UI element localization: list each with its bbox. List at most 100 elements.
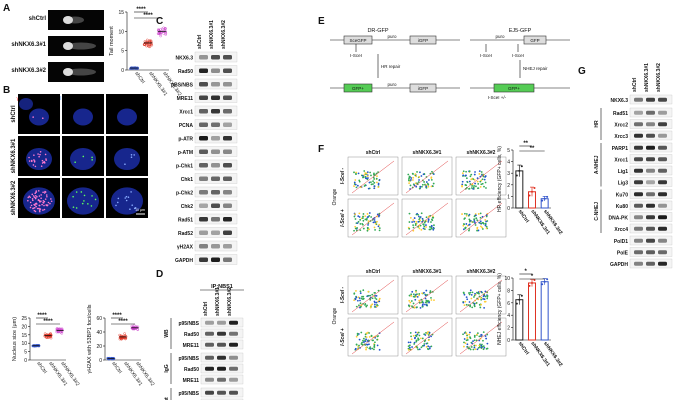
y-tick-label: 10 [504,276,510,282]
flow-event [362,295,365,298]
flow-event [410,177,413,179]
flow-event [366,171,369,174]
panel-letter-D: D [156,269,163,280]
blot-band [658,203,667,208]
y-tick-label: 3 [507,171,510,177]
y-axis-label: NHEJ efficiency (GFP+ cells, %) [497,273,503,345]
flow-event [425,345,428,348]
y-tick-label: 4 [507,160,510,166]
blot-row-label: Rad51 [613,111,628,117]
blot-band [229,377,238,382]
flow-axis-label: Orange [332,188,338,205]
focus-dot [31,193,34,196]
flow-event [480,298,483,301]
blot-row-label: Chk2 [181,204,193,210]
blot-band [199,163,208,168]
flow-event [473,346,476,349]
flow-event [363,174,366,176]
flow-event [473,296,475,298]
flow-event [358,338,361,341]
data-point [143,40,147,43]
flow-event [375,305,378,308]
flow-event [461,184,463,187]
nucleus [114,147,140,171]
flow-event [378,227,381,230]
nucleus [73,108,93,126]
focus-dot [35,194,37,197]
flow-event [377,225,380,228]
blot-band [223,230,232,235]
lane-label: shNKX6.3#2 [656,63,662,92]
blot-band [211,230,220,235]
blot-band [223,122,232,127]
focus-dot [41,117,44,120]
blot-band [634,226,643,231]
flow-event [430,227,433,230]
flow-event [373,181,376,184]
flow-event [355,335,358,338]
flow-event [371,293,374,296]
flow-event [484,222,487,225]
flow-event [357,215,360,218]
blot-band [211,68,220,73]
comet-row-label: shNKX6.3#1 [11,42,46,48]
flow-event [463,338,466,340]
flow-event [418,227,421,230]
flow-event [358,216,361,218]
focus-dot [43,161,46,164]
flow-event [465,223,468,225]
repair-label: NHEJ repair [523,66,548,71]
flow-event [432,228,435,231]
blot-band [217,377,226,382]
flow-event [378,297,381,300]
blot-band [199,95,208,100]
flow-event [359,299,361,302]
focus-dot [34,210,37,213]
flow-event [481,178,484,181]
flow-event [478,170,481,172]
flow-event [430,335,432,338]
flow-event [431,219,434,222]
flow-event [475,301,478,304]
flow-event [427,179,430,181]
flow-event [425,224,427,226]
panelG-blot-C-NHEJ: Ku70 Ku80 DNA-PK Xrcc4 [609,189,673,234]
gate-line [405,160,449,194]
flow-event [468,333,471,336]
blot-band [217,355,226,360]
data-point [147,45,151,48]
panelC-lane-headers: shCtrl shNKX6.3#1 shNKX6.3#2 [197,20,227,49]
flow-event [470,178,473,181]
flow-event [358,212,361,215]
panel-letter-A: A [3,3,10,14]
flow-event [476,226,479,229]
flow-event [359,218,362,221]
panel-letter-F: F [318,144,324,155]
flow-event [479,343,481,346]
flow-event [473,218,476,221]
flow-event [473,220,476,223]
flow-event [421,183,424,186]
comet-head [63,68,73,76]
data-point [164,32,168,35]
flow-event [417,220,420,223]
flow-event [469,291,472,294]
blot-row-label: PARP1 [612,146,629,152]
y-tick-label: 15 [21,333,27,339]
flow-event [421,304,424,307]
construct-box-label: iGFP [418,86,428,91]
flow-event [416,293,418,296]
blot-band [223,190,232,195]
gate-line [405,279,449,313]
flow-event [354,213,357,216]
data-point [533,278,536,281]
cut-site-label: I-SceI [350,53,362,58]
flow-event [421,217,424,220]
blot-band [211,257,220,262]
blot-row-label: NKX6.3 [175,56,193,62]
flow-event [427,345,430,348]
focus-dot [39,150,42,153]
flow-event [461,180,464,183]
focus-dot [29,201,32,204]
blot-band [199,149,208,154]
